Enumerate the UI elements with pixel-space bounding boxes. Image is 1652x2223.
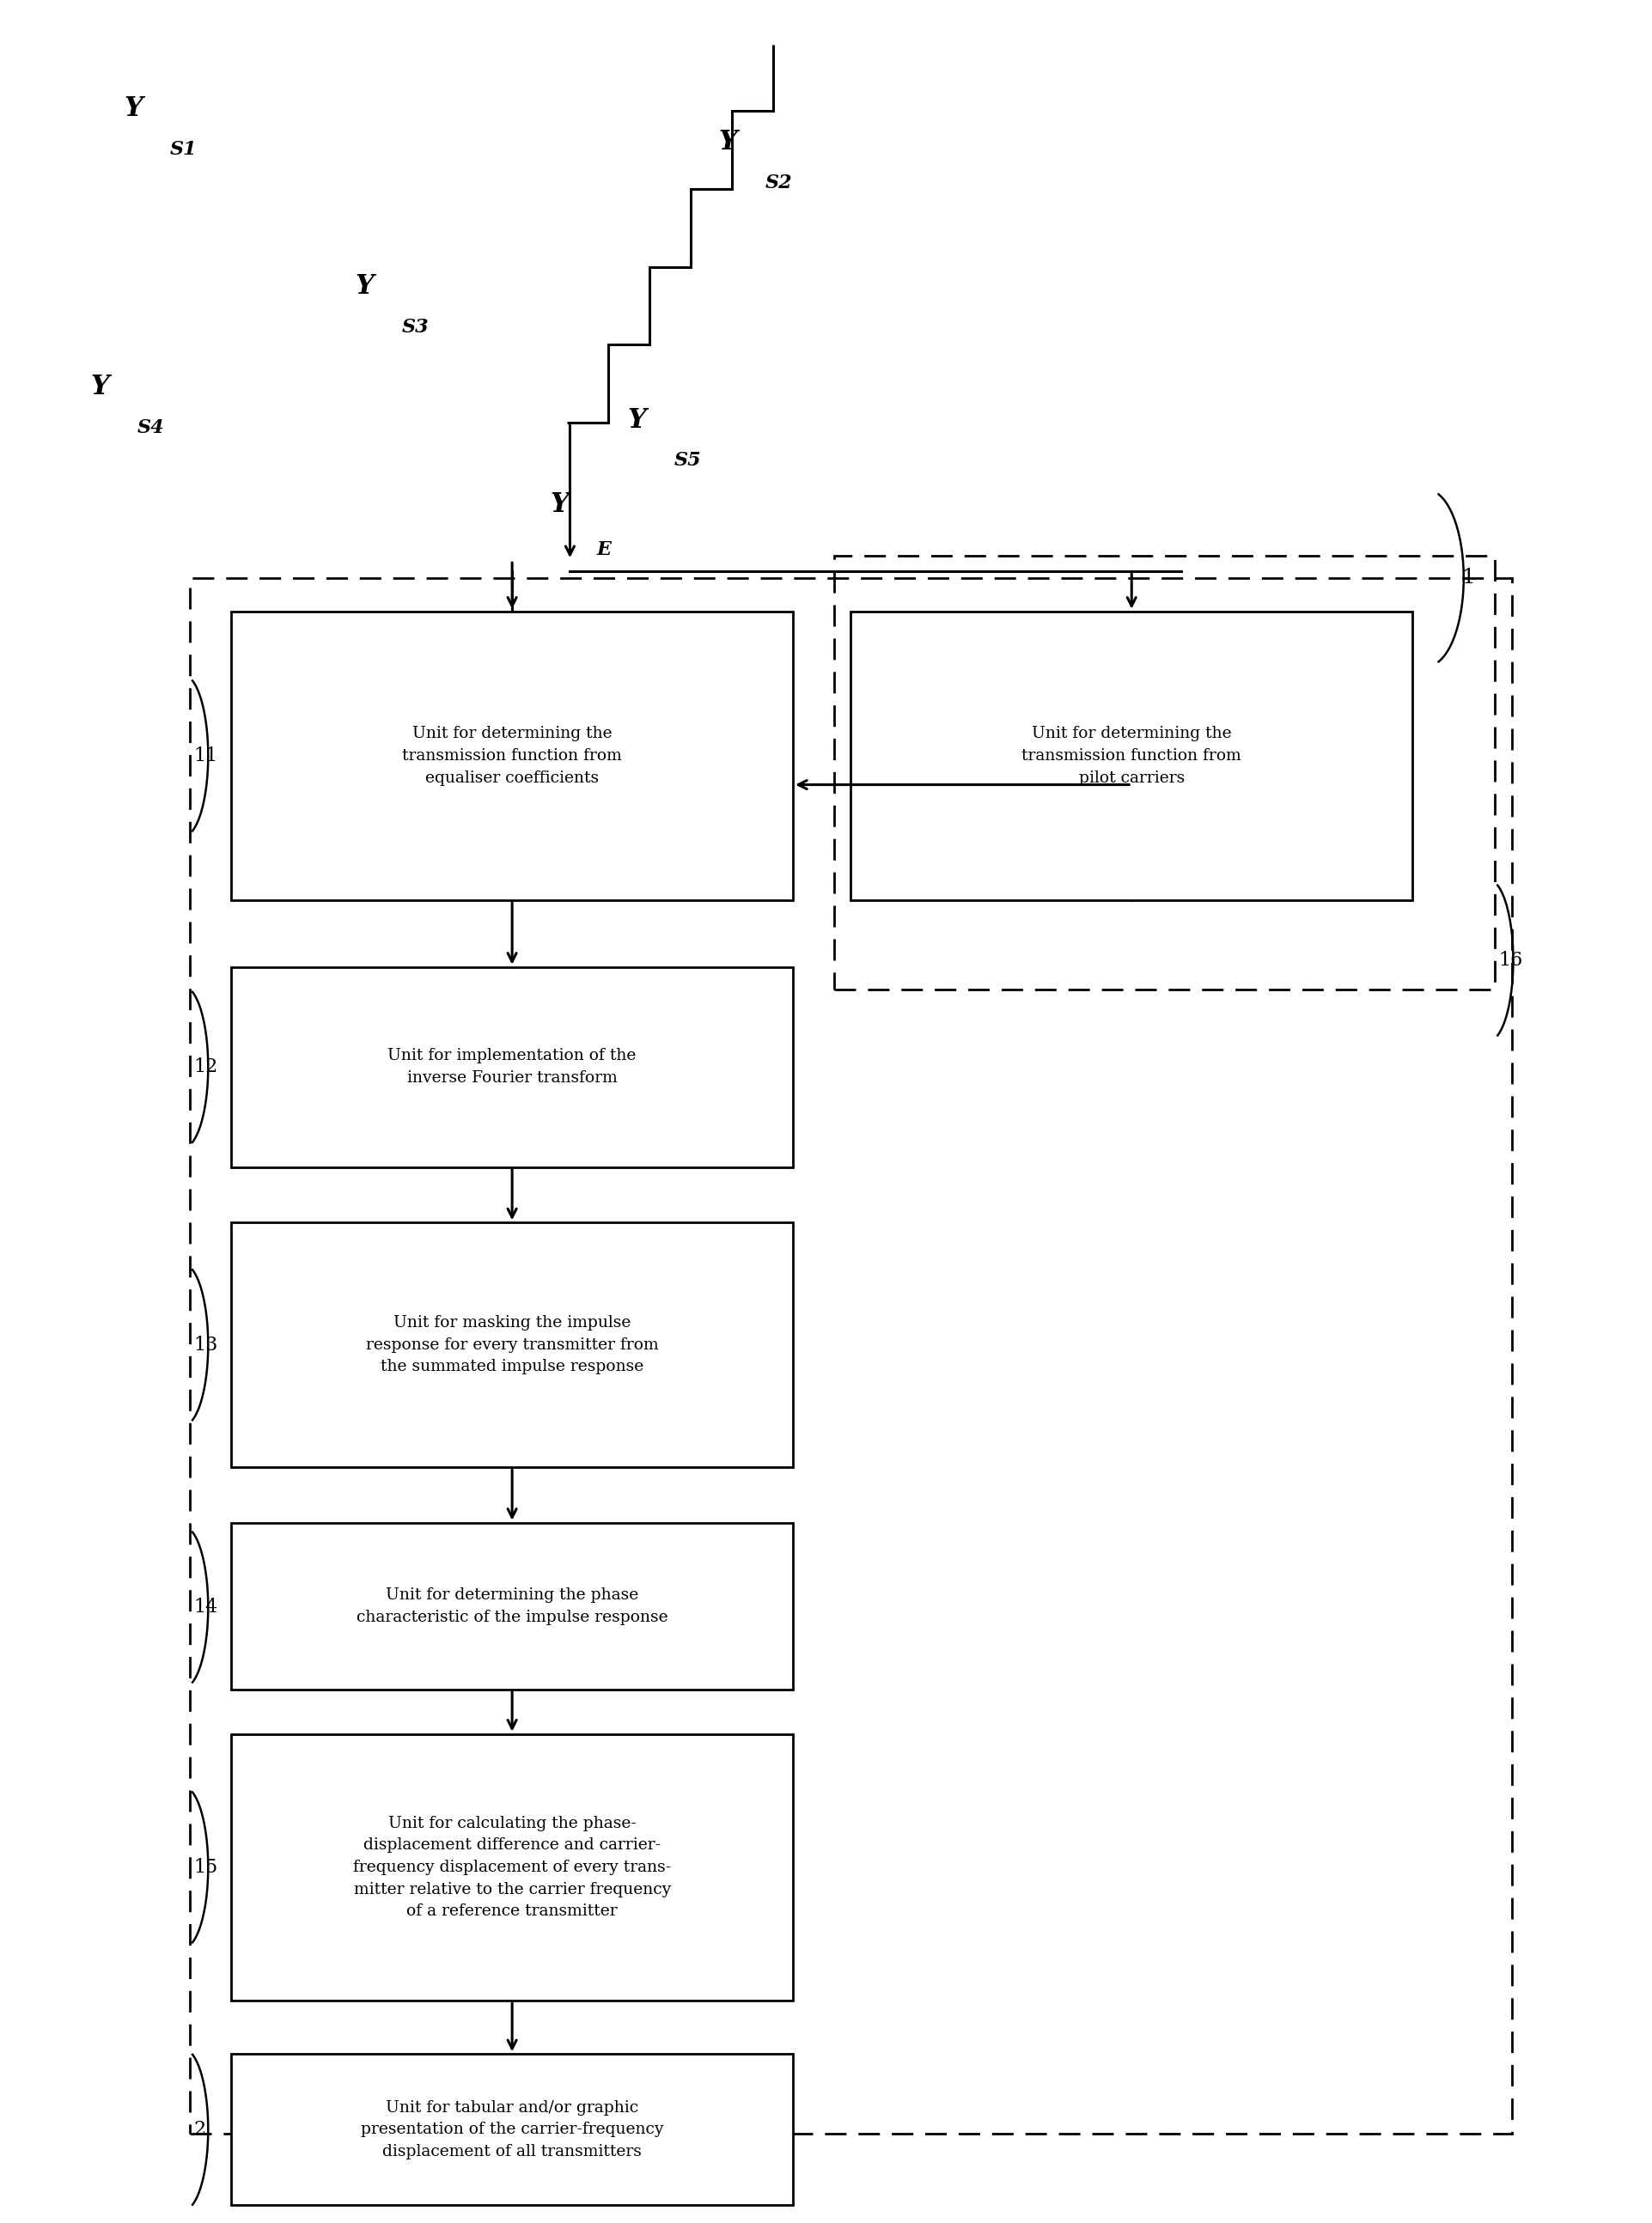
Text: S5: S5 <box>674 451 700 471</box>
Text: 14: 14 <box>193 1598 218 1616</box>
Text: 11: 11 <box>193 747 218 765</box>
Text: S2: S2 <box>765 173 791 193</box>
Text: 15: 15 <box>193 1858 218 1876</box>
Bar <box>851 611 1412 900</box>
Text: 12: 12 <box>193 1058 218 1076</box>
Text: 2: 2 <box>193 2121 205 2139</box>
Text: Unit for determining the
transmission function from
equaliser coefficients: Unit for determining the transmission fu… <box>403 727 621 785</box>
Text: 1: 1 <box>1462 569 1475 587</box>
Text: Unit for determining the phase
characteristic of the impulse response: Unit for determining the phase character… <box>357 1587 667 1625</box>
Text: Unit for tabular and/or graphic
presentation of the carrier-frequency
displaceme: Unit for tabular and/or graphic presenta… <box>360 2101 664 2159</box>
Bar <box>231 1223 793 1467</box>
Bar <box>231 2054 793 2205</box>
Text: Unit for implementation of the
inverse Fourier transform: Unit for implementation of the inverse F… <box>388 1049 636 1085</box>
Text: S4: S4 <box>137 418 164 438</box>
Text: Unit for masking the impulse
response for every transmitter from
the summated im: Unit for masking the impulse response fo… <box>365 1316 659 1374</box>
Text: Unit for determining the
transmission function from
pilot carriers: Unit for determining the transmission fu… <box>1023 727 1241 785</box>
Bar <box>231 611 793 900</box>
Text: Y: Y <box>550 491 568 518</box>
Text: Unit for calculating the phase-
displacement difference and carrier-
frequency d: Unit for calculating the phase- displace… <box>354 1816 671 1918</box>
Bar <box>834 556 1495 989</box>
Text: Y: Y <box>719 129 737 156</box>
Text: Y: Y <box>628 407 646 433</box>
Text: Y: Y <box>355 273 373 300</box>
Text: S1: S1 <box>170 140 197 160</box>
Text: 16: 16 <box>1498 951 1523 969</box>
Text: S3: S3 <box>401 318 428 338</box>
Bar <box>231 1523 793 1689</box>
Bar <box>231 1734 793 2001</box>
Bar <box>231 967 793 1167</box>
Text: Y: Y <box>124 96 142 122</box>
Bar <box>190 578 1512 2134</box>
Text: Y: Y <box>91 373 109 400</box>
Text: 13: 13 <box>193 1336 218 1354</box>
Text: E: E <box>596 540 611 560</box>
